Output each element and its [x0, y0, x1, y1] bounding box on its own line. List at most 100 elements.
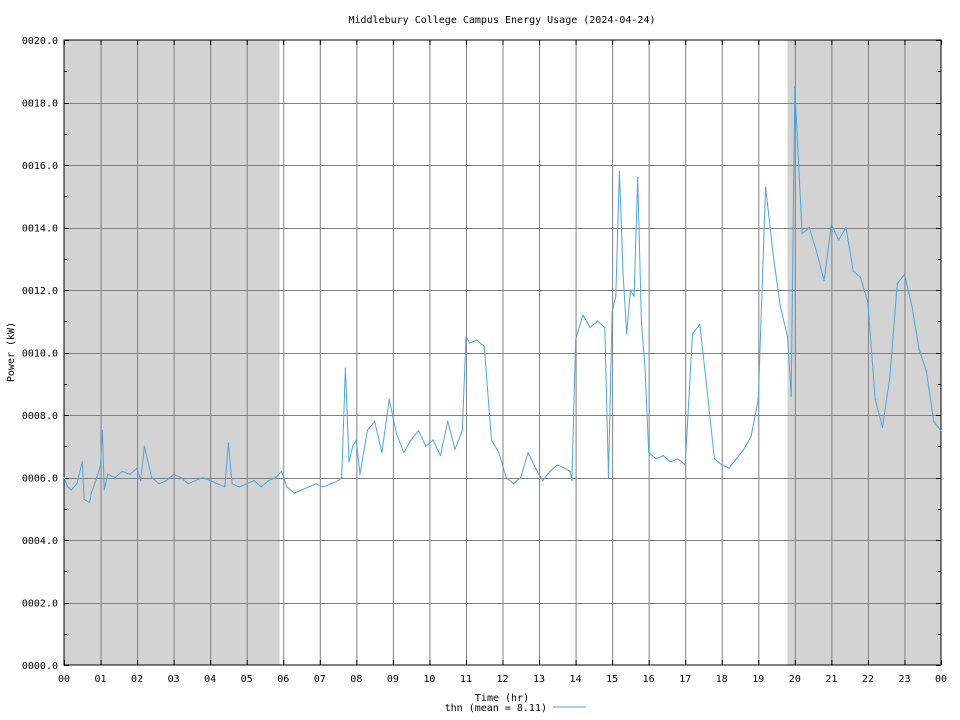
data-point: [542, 480, 544, 482]
data-point: [280, 470, 283, 472]
data-point: [622, 273, 624, 275]
data-point: [549, 470, 551, 472]
data-point: [596, 320, 599, 322]
data-point: [911, 305, 913, 307]
data-point: [867, 301, 869, 304]
data-point: [640, 320, 642, 322]
data-point: [728, 467, 730, 469]
data-point: [648, 451, 650, 454]
x-tick-label: 19: [752, 674, 764, 685]
data-point: [352, 445, 354, 447]
data-point: [527, 451, 529, 454]
y-tick-label: 0008.0: [22, 411, 58, 422]
legend: thn (mean = 8.11): [445, 703, 586, 714]
data-point: [556, 464, 558, 466]
data-point: [227, 442, 230, 444]
data-point: [417, 430, 420, 432]
data-point: [341, 476, 343, 479]
data-point: [461, 430, 463, 432]
data-point: [655, 458, 657, 460]
data-point: [322, 486, 325, 488]
data-point: [816, 251, 818, 254]
data-point: [637, 176, 639, 179]
data-point: [121, 470, 124, 472]
shaded-range-0: [64, 40, 280, 665]
data-point: [874, 398, 876, 400]
data-point: [238, 486, 240, 488]
data-point: [633, 295, 635, 297]
data-point: [476, 339, 478, 341]
data-point: [366, 430, 368, 432]
x-tick-label: 11: [460, 674, 472, 685]
x-tick-label: 04: [204, 674, 216, 685]
y-tick-label: 0012.0: [22, 286, 58, 297]
data-point: [571, 480, 573, 482]
data-point: [388, 398, 390, 400]
data-point: [403, 451, 405, 454]
x-tick-label: 10: [423, 674, 435, 685]
data-point: [374, 420, 376, 422]
data-point: [231, 483, 233, 485]
data-point: [165, 480, 167, 482]
legend-entry-label: thn (mean = 8.11): [445, 703, 547, 714]
x-axis-label: Time (hr): [475, 693, 529, 704]
data-point: [180, 476, 182, 479]
data-point: [216, 483, 219, 485]
data-point: [569, 470, 571, 472]
y-tick-label: 0006.0: [22, 474, 58, 485]
data-point: [860, 276, 862, 279]
data-point: [940, 430, 942, 432]
data-point: [454, 448, 456, 450]
x-tick-label: 15: [606, 674, 618, 685]
data-point: [224, 486, 226, 488]
data-point: [490, 439, 493, 441]
data-point: [794, 86, 796, 88]
data-point: [691, 333, 694, 335]
data-point: [684, 464, 686, 466]
y-tick-label: 0020.0: [22, 36, 58, 47]
x-tick-label: 09: [387, 674, 399, 685]
data-point: [845, 226, 847, 229]
data-point: [498, 451, 500, 454]
data-point: [896, 283, 898, 285]
data-point: [260, 486, 262, 488]
data-point: [808, 226, 811, 229]
data-point: [143, 445, 145, 447]
data-point: [512, 483, 515, 485]
data-point: [330, 483, 332, 485]
data-point: [140, 480, 142, 482]
data-point: [615, 295, 617, 297]
data-point: [644, 367, 646, 369]
data-point: [268, 480, 270, 482]
data-point: [786, 336, 789, 338]
x-tick-label: 23: [898, 674, 910, 685]
data-point: [765, 186, 767, 188]
data-point: [852, 270, 854, 272]
x-tick-label: 17: [679, 674, 691, 685]
y-tick-label: 0002.0: [22, 599, 58, 610]
y-tick-labels: 0000.0 0002.0 0004.0 0006.0 0008.0 0010.0 0012…: [22, 36, 58, 672]
chart-title: Middlebury College Campus Energy Usage (…: [348, 15, 655, 26]
data-point: [96, 476, 98, 479]
data-point: [618, 170, 621, 172]
data-point: [425, 445, 427, 447]
data-point: [114, 476, 116, 479]
data-point: [81, 461, 83, 463]
data-point: [136, 467, 138, 469]
data-point: [439, 455, 441, 457]
data-point: [629, 289, 631, 291]
data-point: [246, 483, 248, 485]
data-point: [838, 239, 840, 241]
data-point: [903, 273, 906, 275]
data-point: [662, 455, 664, 457]
data-point: [779, 305, 781, 307]
data-point: [801, 233, 803, 235]
data-point: [187, 483, 189, 485]
data-point: [881, 426, 884, 429]
data-point: [925, 370, 927, 372]
data-point: [564, 467, 566, 469]
data-point: [465, 336, 467, 338]
data-point: [790, 395, 792, 397]
data-point: [505, 476, 507, 479]
data-point: [669, 461, 672, 463]
